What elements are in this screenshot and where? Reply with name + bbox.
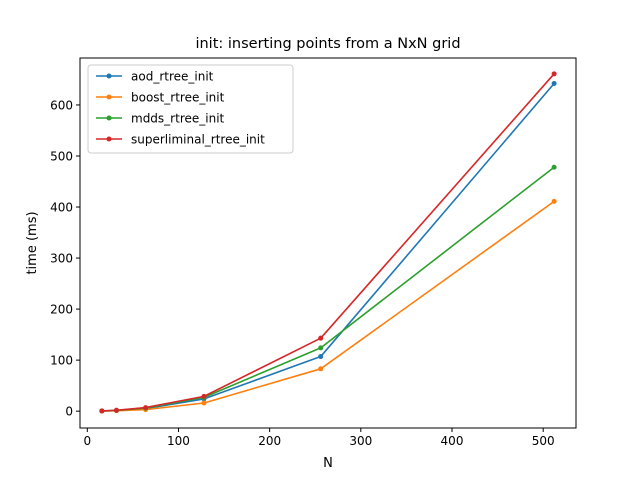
y-axis-label: time (ms) — [25, 211, 40, 274]
x-tick-label: 0 — [83, 434, 91, 448]
data-point-mdds_rtree_init — [318, 345, 324, 351]
data-point-superliminal_rtree_init — [201, 393, 207, 399]
y-tick-label: 300 — [50, 252, 73, 266]
legend-marker — [106, 73, 112, 79]
x-tick-label: 500 — [532, 434, 555, 448]
legend-label: mdds_rtree_init — [131, 112, 225, 126]
chart-title: init: inserting points from a NxN grid — [195, 36, 460, 52]
data-point-boost_rtree_init — [318, 366, 324, 372]
data-point-boost_rtree_init — [551, 198, 557, 204]
x-tick-label: 100 — [167, 434, 190, 448]
data-point-superliminal_rtree_init — [551, 71, 557, 77]
x-axis-label: N — [323, 456, 333, 471]
legend-label: boost_rtree_init — [131, 91, 225, 105]
legend-label: aod_rtree_init — [131, 70, 214, 84]
legend-box — [87, 64, 294, 154]
x-tick-label: 400 — [441, 434, 464, 448]
data-point-boost_rtree_init — [201, 400, 207, 406]
y-tick-label: 500 — [50, 149, 73, 163]
y-tick-label: 600 — [50, 98, 73, 112]
data-point-aod_rtree_init — [551, 81, 557, 87]
legend-marker — [106, 115, 112, 121]
data-point-mdds_rtree_init — [551, 164, 557, 170]
y-tick-label: 0 — [65, 405, 73, 419]
legend: aod_rtree_init boost_rtree_init mdds_rtree… — [87, 64, 294, 154]
data-point-superliminal_rtree_init — [113, 407, 119, 413]
plot-frame — [79, 57, 577, 429]
data-point-superliminal_rtree_init — [99, 408, 105, 414]
y-tick-label: 200 — [50, 303, 73, 317]
data-point-superliminal_rtree_init — [143, 405, 149, 411]
legend-label: superliminal_rtree_init — [131, 133, 265, 147]
legend-marker — [106, 136, 112, 142]
legend-marker — [106, 94, 112, 100]
x-tick-label: 300 — [349, 434, 372, 448]
y-tick-label: 100 — [50, 354, 73, 368]
x-tick-label: 200 — [258, 434, 281, 448]
data-point-aod_rtree_init — [318, 354, 324, 360]
y-tick-label: 400 — [50, 201, 73, 215]
data-point-superliminal_rtree_init — [318, 335, 324, 341]
